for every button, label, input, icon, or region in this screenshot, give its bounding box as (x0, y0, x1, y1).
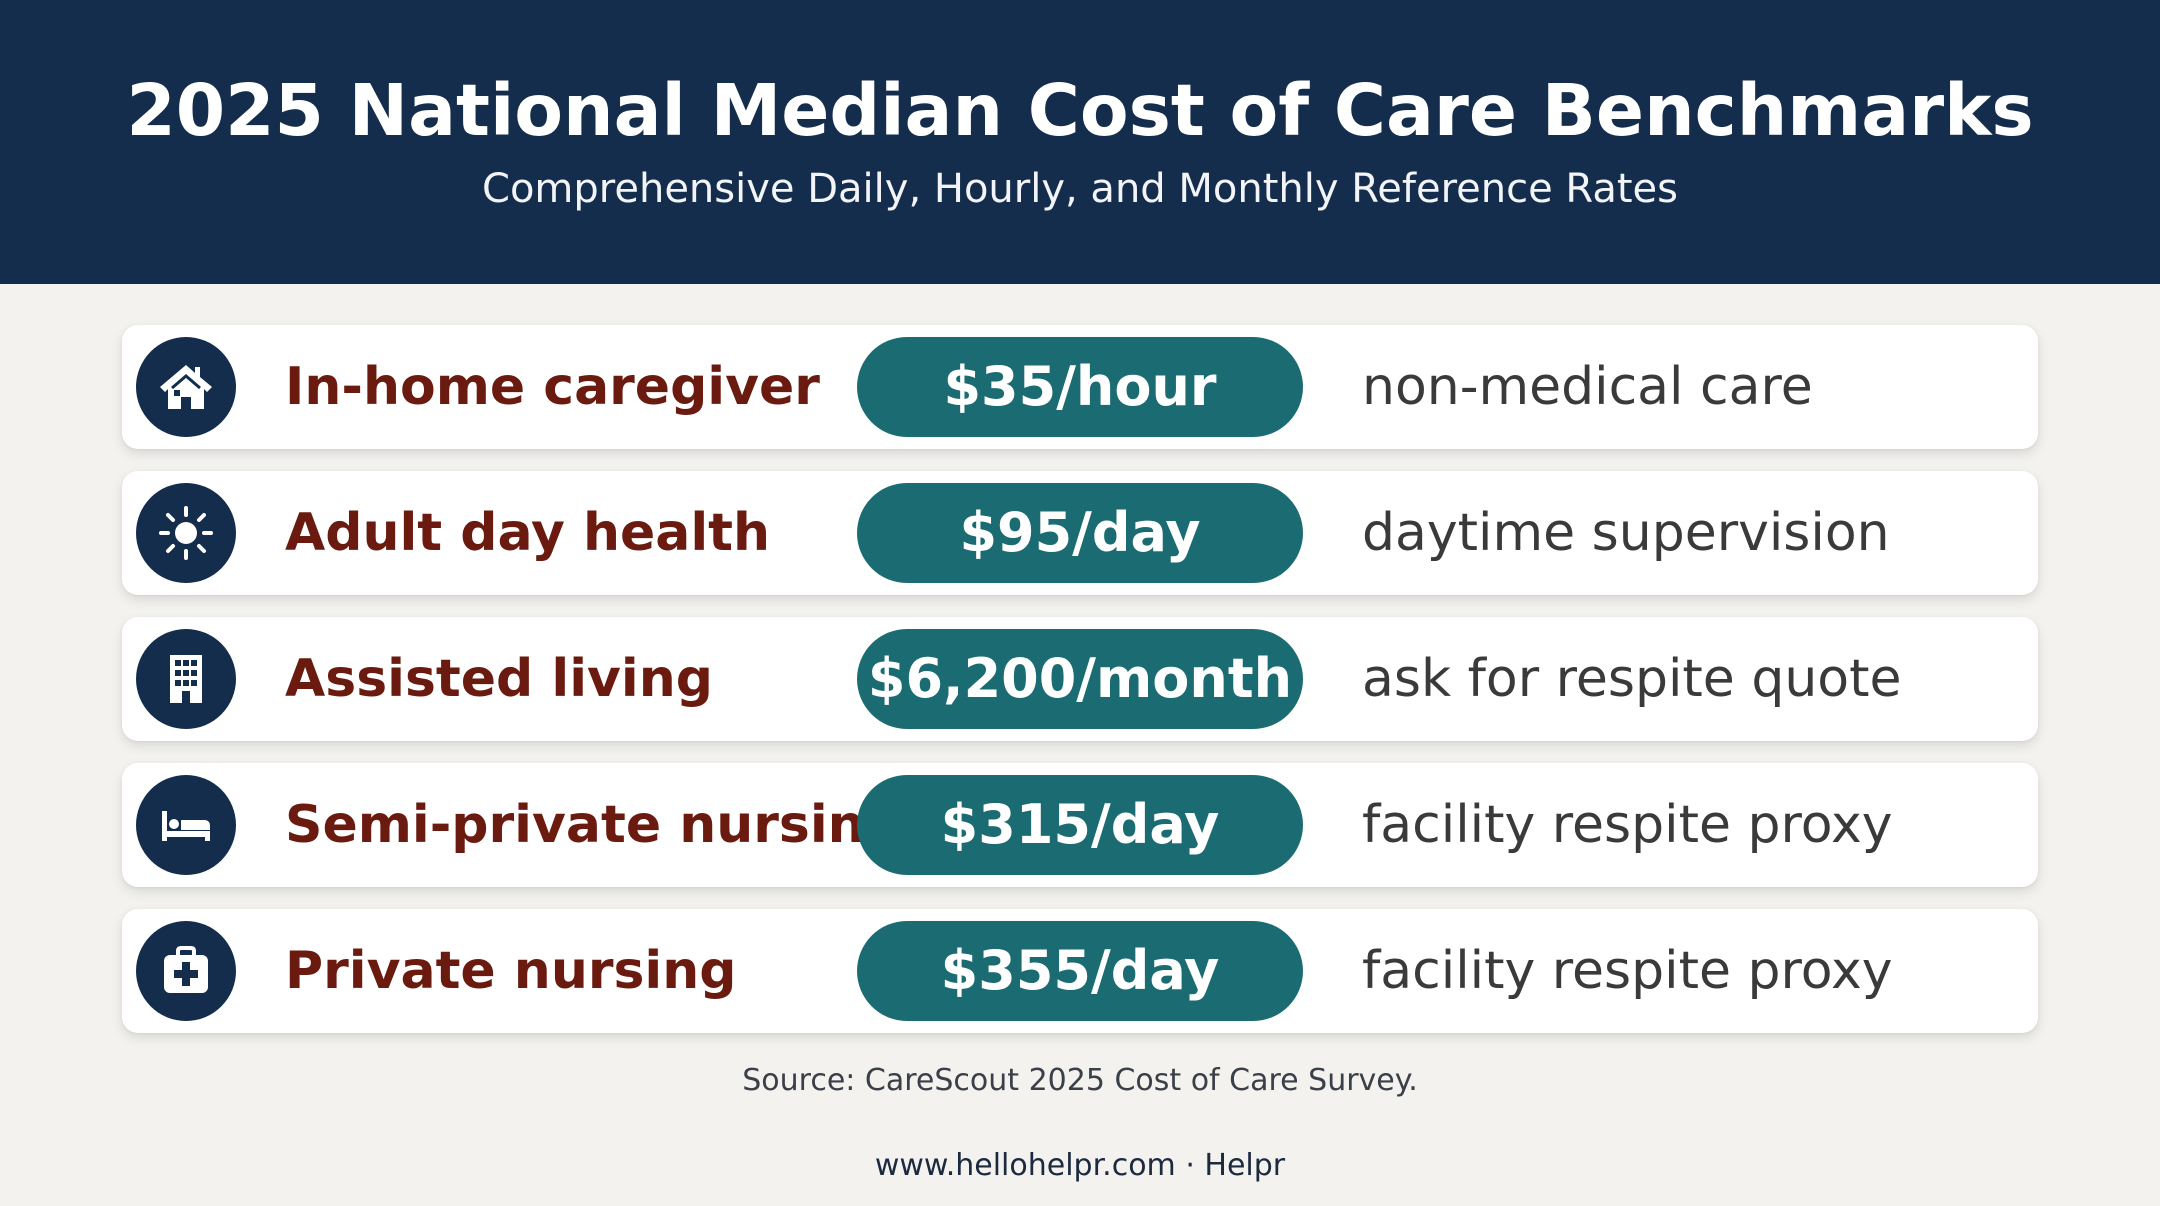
benchmark-label: Adult day health (285, 503, 771, 563)
benchmark-note: facility respite proxy (1362, 941, 1893, 1001)
benchmark-label: Assisted living (285, 649, 713, 709)
benchmark-row-private-nursing: Private nursing $355/day facility respit… (122, 909, 2038, 1033)
house-icon (136, 337, 236, 437)
benchmark-rate: $35/hour (857, 337, 1303, 437)
footer-credit: www.hellohelpr.com · Helpr (874, 1148, 1286, 1183)
building-icon (136, 629, 236, 729)
benchmark-note: facility respite proxy (1362, 795, 1893, 855)
header-banner: 2025 National Median Cost of Care Benchm… (0, 0, 2160, 284)
benchmark-note: ask for respite quote (1362, 649, 1902, 709)
page-title: 2025 National Median Cost of Care Benchm… (126, 69, 2034, 152)
benchmark-label: Semi-private nursing (285, 795, 902, 855)
benchmark-row-in-home-caregiver: In-home caregiver $35/hour non-medical c… (122, 325, 2038, 449)
benchmark-rate: $355/day (857, 921, 1303, 1021)
bed-icon (136, 775, 236, 875)
benchmark-list: In-home caregiver $35/hour non-medical c… (122, 325, 2038, 1055)
benchmark-row-adult-day-health: Adult day health $95/day daytime supervi… (122, 471, 2038, 595)
benchmark-note: non-medical care (1362, 357, 1813, 417)
benchmark-label: In-home caregiver (285, 357, 820, 417)
benchmark-rate: $95/day (857, 483, 1303, 583)
benchmark-row-assisted-living: Assisted living $6,200/month ask for res… (122, 617, 2038, 741)
benchmark-label: Private nursing (285, 941, 737, 1001)
benchmark-rate: $315/day (857, 775, 1303, 875)
benchmark-row-semi-private-nursing: Semi-private nursing $315/day facility r… (122, 763, 2038, 887)
sun-icon (136, 483, 236, 583)
benchmark-rate: $6,200/month (857, 629, 1303, 729)
benchmark-note: daytime supervision (1362, 503, 1890, 563)
page-subtitle: Comprehensive Daily, Hourly, and Monthly… (482, 166, 1678, 212)
source-note: Source: CareScout 2025 Cost of Care Surv… (742, 1063, 1418, 1098)
medical-kit-icon (136, 921, 236, 1021)
